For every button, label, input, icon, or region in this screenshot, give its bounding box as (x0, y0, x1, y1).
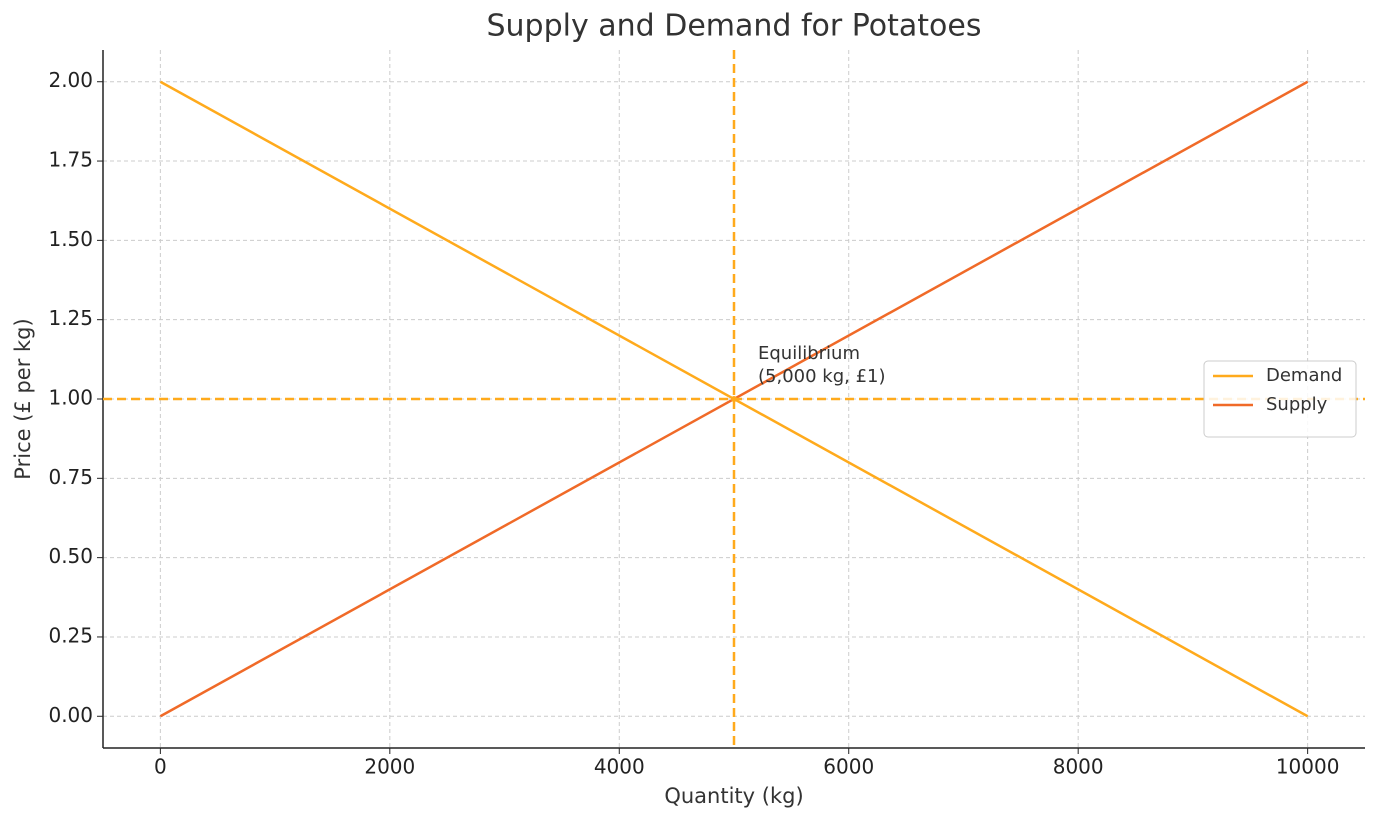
y-tick-label: 1.25 (48, 306, 93, 330)
chart-title: Supply and Demand for Potatoes (486, 9, 981, 44)
x-tick-label: 4000 (594, 755, 645, 779)
y-tick-label: 2.00 (48, 68, 93, 92)
x-tick-label: 0 (154, 755, 167, 779)
x-tick-label: 2000 (364, 755, 415, 779)
legend: Demand Supply (1203, 360, 1357, 438)
annotation-text: (5,000 kg, £1) (758, 366, 886, 387)
y-tick-label: 0.00 (48, 703, 93, 727)
x-tick-label: 8000 (1053, 755, 1104, 779)
x-tick-label: 10000 (1276, 755, 1340, 779)
legend-label: Demand (1266, 365, 1342, 386)
y-axis-label: Price (£ per kg) (11, 318, 35, 479)
annotation-text: Equilibrium (758, 343, 860, 364)
y-tick-label: 1.00 (48, 386, 93, 410)
y-tick-label: 1.75 (48, 148, 93, 172)
annotation-point (731, 396, 737, 402)
y-tick-label: 0.50 (48, 544, 93, 568)
x-axis-label: Quantity (kg) (664, 784, 803, 808)
x-tick-label: 6000 (823, 755, 874, 779)
y-tick-label: 0.25 (48, 623, 93, 647)
legend-label: Supply (1266, 394, 1328, 415)
y-tick-label: 0.75 (48, 465, 93, 489)
legend-box (1203, 360, 1357, 438)
y-tick-label: 1.50 (48, 227, 93, 251)
